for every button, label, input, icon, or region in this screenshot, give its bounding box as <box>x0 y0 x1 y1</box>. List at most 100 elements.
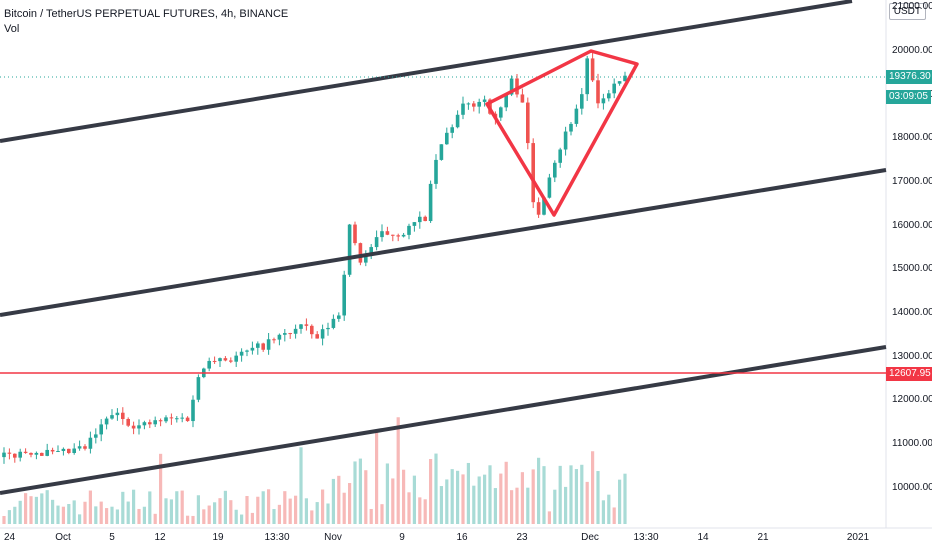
x-tick-label: Nov <box>324 532 342 543</box>
volume-bar <box>234 509 238 524</box>
volume-bar <box>94 506 98 524</box>
volume-indicator-label[interactable]: Vol <box>4 23 20 35</box>
candle-body <box>164 417 168 422</box>
volume-bar <box>353 461 357 524</box>
candle-body <box>256 343 260 348</box>
candle-body <box>7 452 12 454</box>
volume-bar <box>418 497 422 524</box>
volume-bar <box>623 473 627 524</box>
candle-body <box>347 224 352 275</box>
candle-body <box>520 94 525 103</box>
volume-bar <box>121 491 125 524</box>
candle-body <box>13 453 17 458</box>
candle-body <box>617 81 622 84</box>
candle-body <box>315 334 319 339</box>
volume-bar <box>240 514 244 524</box>
volume-bar <box>304 498 308 524</box>
volume-bar <box>396 417 400 524</box>
x-tick-label: 12 <box>154 532 166 543</box>
volume-bar <box>585 481 589 524</box>
candle-body <box>364 254 368 263</box>
candle-body <box>185 417 190 422</box>
candle-body <box>299 324 303 329</box>
volume-bar <box>402 469 406 524</box>
candle-body <box>320 329 325 339</box>
chart-title: Bitcoin / TetherUS PERPETUAL FUTURES, 4h… <box>4 8 289 20</box>
candle-body <box>412 222 417 226</box>
x-tick-label: Dec <box>581 532 599 543</box>
candle-body <box>191 399 195 422</box>
x-tick-label: 19 <box>212 532 224 543</box>
candle-body <box>288 333 292 335</box>
candle-body <box>536 202 541 215</box>
candle-body <box>607 93 611 99</box>
candle-body <box>380 231 384 238</box>
candle-body <box>18 451 22 458</box>
candle-body <box>455 114 460 128</box>
y-tick-label: 18000.00 <box>892 132 932 144</box>
volume-bar <box>110 506 114 524</box>
volume-bar <box>148 491 152 524</box>
candle-body <box>418 216 422 223</box>
volume-bar <box>574 469 578 524</box>
volume-bar <box>477 476 481 524</box>
candle-body <box>569 123 573 132</box>
x-tick-label: 5 <box>109 532 115 543</box>
candle-body <box>509 78 514 95</box>
candle-body <box>547 177 552 198</box>
y-tick-label: 17000.00 <box>892 175 932 187</box>
candle-body <box>590 58 595 81</box>
volume-bar <box>99 501 103 524</box>
candle-body <box>137 425 141 429</box>
volume-bar <box>250 512 254 524</box>
volume-bar <box>294 495 298 524</box>
candle-body <box>175 418 179 420</box>
x-tick-label: 16 <box>456 532 468 543</box>
candle-body <box>67 448 71 453</box>
volume-bar <box>515 487 519 524</box>
y-tick-label: 11000.00 <box>892 438 932 449</box>
x-tick-label: 13:30 <box>264 532 290 543</box>
candle-body <box>574 108 579 124</box>
current-price-tag: 19376.30 <box>886 70 932 84</box>
volume-bar <box>142 506 146 524</box>
volume-bar <box>229 500 233 524</box>
volume-bar <box>169 499 173 524</box>
volume-bar <box>159 453 163 524</box>
triangle-pattern <box>485 49 639 217</box>
x-tick-label: 24 <box>4 532 16 543</box>
volume-bar <box>326 503 330 524</box>
volume-bar <box>202 509 206 524</box>
volume-bar <box>466 462 470 524</box>
horizontal-level-tag: 12607.95 <box>886 367 932 381</box>
candle-body <box>623 75 627 82</box>
volume-bar <box>558 465 562 524</box>
volume-bar <box>537 457 541 524</box>
volume-bar <box>24 493 28 524</box>
volume-bar <box>423 499 427 524</box>
volume-bar <box>342 492 346 524</box>
x-tick-label: 23 <box>516 532 528 543</box>
candle-body <box>2 452 6 458</box>
candle-body <box>391 234 395 236</box>
volume-bar <box>164 498 168 524</box>
volume-bar <box>526 487 530 524</box>
volume-bar <box>13 506 17 524</box>
volume-bar <box>331 478 335 524</box>
x-tick-label: 9 <box>399 532 405 543</box>
candle-body <box>331 318 336 328</box>
volume-bar <box>499 473 503 524</box>
volume-bar <box>542 466 546 524</box>
candle-body <box>526 102 530 144</box>
volume-bar <box>483 474 487 524</box>
volume-bar <box>391 478 395 524</box>
volume-bar <box>348 483 352 524</box>
volume-bar <box>429 459 433 524</box>
currency-button[interactable]: USDT <box>888 3 926 20</box>
volume-bar <box>40 493 44 524</box>
x-tick-label: 2021 <box>846 532 870 543</box>
candle-body <box>558 149 562 163</box>
candle-body <box>515 78 519 95</box>
volume-bar <box>223 490 227 524</box>
